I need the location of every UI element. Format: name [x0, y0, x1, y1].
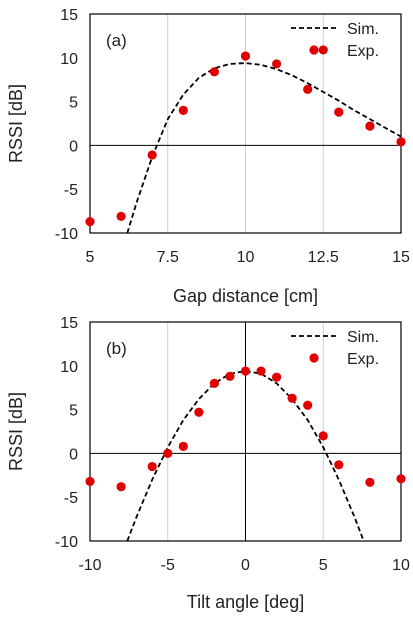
- plot-frame: [89, 321, 402, 542]
- exp-data-point: [209, 378, 219, 388]
- exp-data-point: [240, 366, 251, 376]
- chart-panel-b: -10 -5 0 5 10 15 -10 -5 0 5 10 Tilt angle [deg] RSSI…: [6, 315, 410, 612]
- x-axis-label: Tilt angle [deg]: [187, 592, 304, 612]
- exp-data-point: [147, 461, 157, 472]
- exp-data-point: [178, 105, 188, 115]
- y-tick-label: 15: [60, 315, 78, 332]
- legend-label: Exp.: [347, 43, 379, 60]
- y-axis-label: RSSI [dB]: [6, 84, 26, 163]
- chart-panel-a: -10 -5 0 5 10 15 5 7.5 10 12.5 15 Gap distance [cm]…: [6, 7, 410, 306]
- exp-data-point: [272, 59, 282, 69]
- exp-data-point: [365, 121, 375, 131]
- exp-data-point: [116, 482, 126, 492]
- legend-label: Exp.: [347, 351, 379, 368]
- exp-data-point: [396, 137, 406, 147]
- exp-data-point: [303, 400, 313, 410]
- sim-curve: [126, 62, 401, 233]
- exp-data-point: [365, 477, 375, 487]
- y-tick-label: 0: [69, 446, 78, 463]
- y-tick-label: 10: [60, 359, 78, 376]
- exp-data-point: [85, 217, 95, 227]
- x-tick-label: -10: [78, 557, 101, 574]
- panel-label: (a): [106, 31, 127, 50]
- plot-frame: [89, 13, 402, 234]
- exp-data-point: [334, 460, 344, 470]
- exp-data-point: [225, 371, 235, 381]
- x-tick-label: -5: [161, 557, 175, 574]
- sim-curve: [126, 370, 365, 541]
- exp-data-point: [318, 45, 328, 55]
- y-tick-label: 10: [60, 51, 78, 68]
- y-tick-label: 5: [69, 95, 78, 112]
- legend-exp-swatch: [309, 353, 319, 363]
- exp-data-point: [303, 84, 313, 94]
- y-tick-label: -10: [55, 226, 78, 243]
- x-tick-label: 10: [237, 249, 255, 266]
- y-tick-label: 0: [69, 138, 78, 155]
- x-tick-label: 7.5: [157, 249, 179, 266]
- y-axis-label: RSSI [dB]: [6, 392, 26, 471]
- x-tick-label: 15: [392, 249, 410, 266]
- panel-label: (b): [106, 339, 127, 358]
- x-tick-label: 0: [241, 557, 250, 574]
- exp-data-point: [287, 393, 297, 403]
- exp-data-point: [116, 211, 126, 221]
- exp-data-point: [272, 372, 282, 382]
- x-tick-label: 5: [319, 557, 328, 574]
- y-tick-label: -10: [55, 534, 78, 551]
- exp-data-point: [147, 150, 157, 160]
- x-tick-label: 12.5: [308, 249, 339, 266]
- x-axis-label: Gap distance [cm]: [173, 286, 318, 306]
- exp-data-point: [163, 448, 173, 458]
- exp-data-point: [85, 476, 95, 487]
- legend-label: Sim.: [347, 21, 379, 38]
- x-tick-label: 10: [392, 557, 410, 574]
- y-tick-label: 5: [69, 403, 78, 420]
- x-tick-label: 5: [86, 249, 95, 266]
- exp-data-point: [334, 107, 344, 117]
- exp-data-point: [240, 51, 251, 61]
- exp-data-point: [194, 407, 204, 417]
- legend-label: Sim.: [347, 329, 379, 346]
- exp-data-point: [178, 441, 188, 451]
- exp-data-point: [318, 431, 328, 441]
- y-tick-label: -5: [64, 490, 78, 507]
- y-tick-label: -5: [64, 182, 78, 199]
- legend-exp-swatch: [309, 45, 319, 55]
- exp-data-point: [396, 474, 406, 484]
- exp-data-point: [256, 366, 266, 376]
- exp-data-point: [209, 67, 219, 77]
- y-tick-label: 15: [60, 7, 78, 24]
